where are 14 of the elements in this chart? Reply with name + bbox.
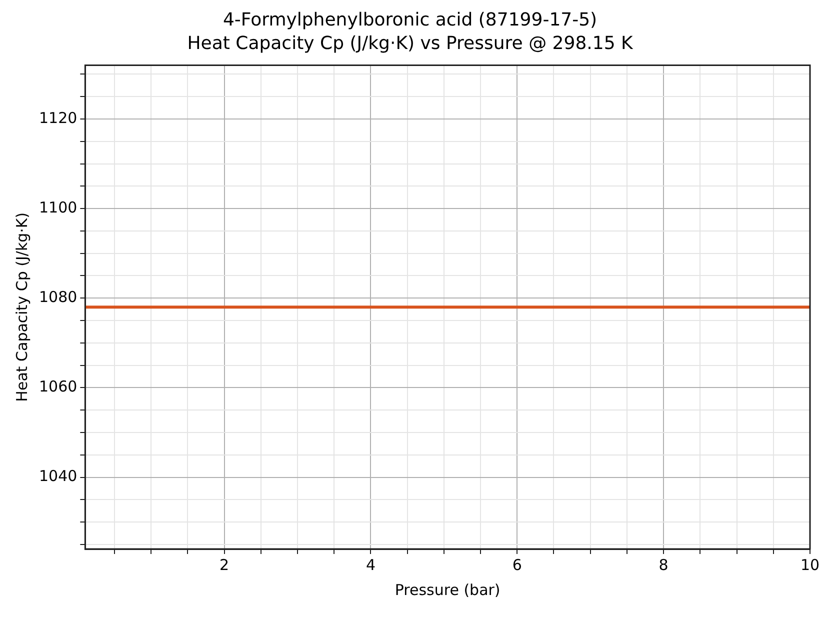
x-tick-label: 6 bbox=[512, 556, 522, 574]
y-tick-label: 1120 bbox=[38, 108, 78, 127]
y-tick-label: 1060 bbox=[38, 378, 78, 396]
y-axis-title: Heat Capacity Cp (J/kg·K) bbox=[12, 212, 31, 402]
x-tick-label: 2 bbox=[220, 556, 230, 574]
chart-subtitle: Heat Capacity Cp (J/kg·K) vs Pressure @ 298.15 K bbox=[187, 33, 634, 54]
chart-title: 4-Formylphenylboronic acid (87199-17-5) bbox=[222, 9, 598, 30]
y-tick-label: 1080 bbox=[38, 288, 78, 306]
y-tick-label: 1100 bbox=[38, 198, 78, 216]
y-tick-label: 1040 bbox=[38, 467, 78, 486]
x-tick-label: 8 bbox=[658, 556, 668, 574]
x-tick-label: 10 bbox=[800, 556, 820, 574]
x-axis-title: Pressure (bar) bbox=[394, 580, 500, 599]
x-tick-label: 4 bbox=[366, 556, 376, 574]
